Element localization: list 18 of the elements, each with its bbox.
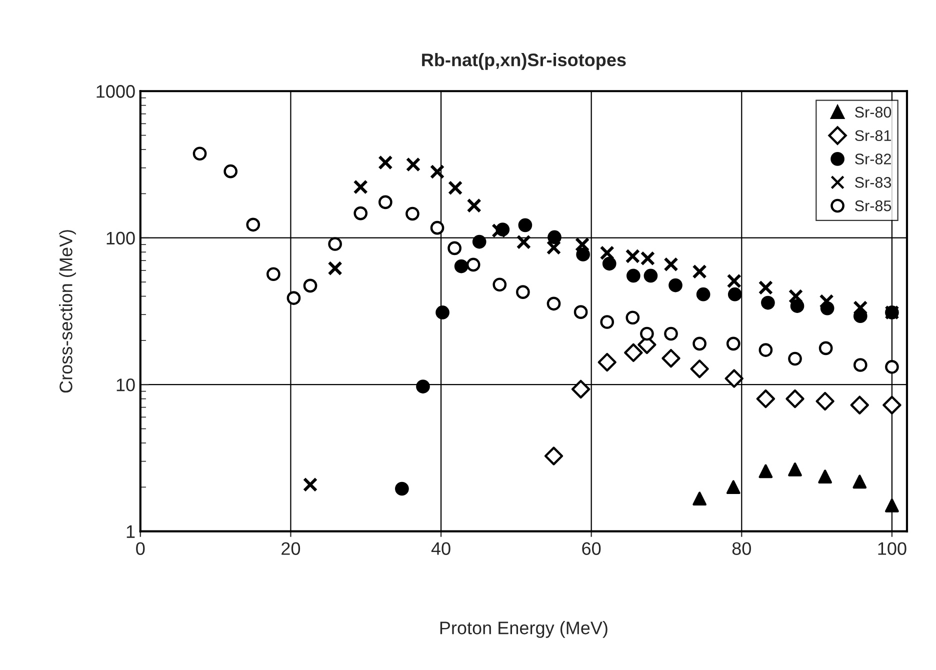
legend-label: Sr-80 bbox=[855, 106, 892, 118]
x-axis-title: Proton Energy (MeV) bbox=[440, 621, 608, 638]
x-tick-label: 80 bbox=[732, 542, 751, 555]
y-tick-label: 1000 bbox=[96, 85, 135, 98]
x-tick-label: 60 bbox=[582, 542, 601, 555]
chart-title: Rb-nat(p,xn)Sr-isotopes bbox=[422, 53, 626, 70]
legend-label: Sr-82 bbox=[855, 154, 891, 164]
legend-label: Sr-85 bbox=[855, 200, 892, 212]
y-tick-label: 10 bbox=[116, 378, 135, 392]
legend-label: Sr-81 bbox=[855, 130, 891, 142]
x-tick-label: 100 bbox=[878, 542, 906, 555]
x-tick-label: 0 bbox=[136, 542, 145, 555]
y-axis-title: Cross-section (MeV) bbox=[59, 230, 76, 393]
y-tick-label: 100 bbox=[106, 232, 135, 245]
x-tick-label: 40 bbox=[431, 542, 450, 555]
y-tick-label: 1 bbox=[126, 525, 135, 538]
x-tick-label: 20 bbox=[282, 542, 300, 555]
legend-label: Sr-83 bbox=[855, 177, 892, 188]
